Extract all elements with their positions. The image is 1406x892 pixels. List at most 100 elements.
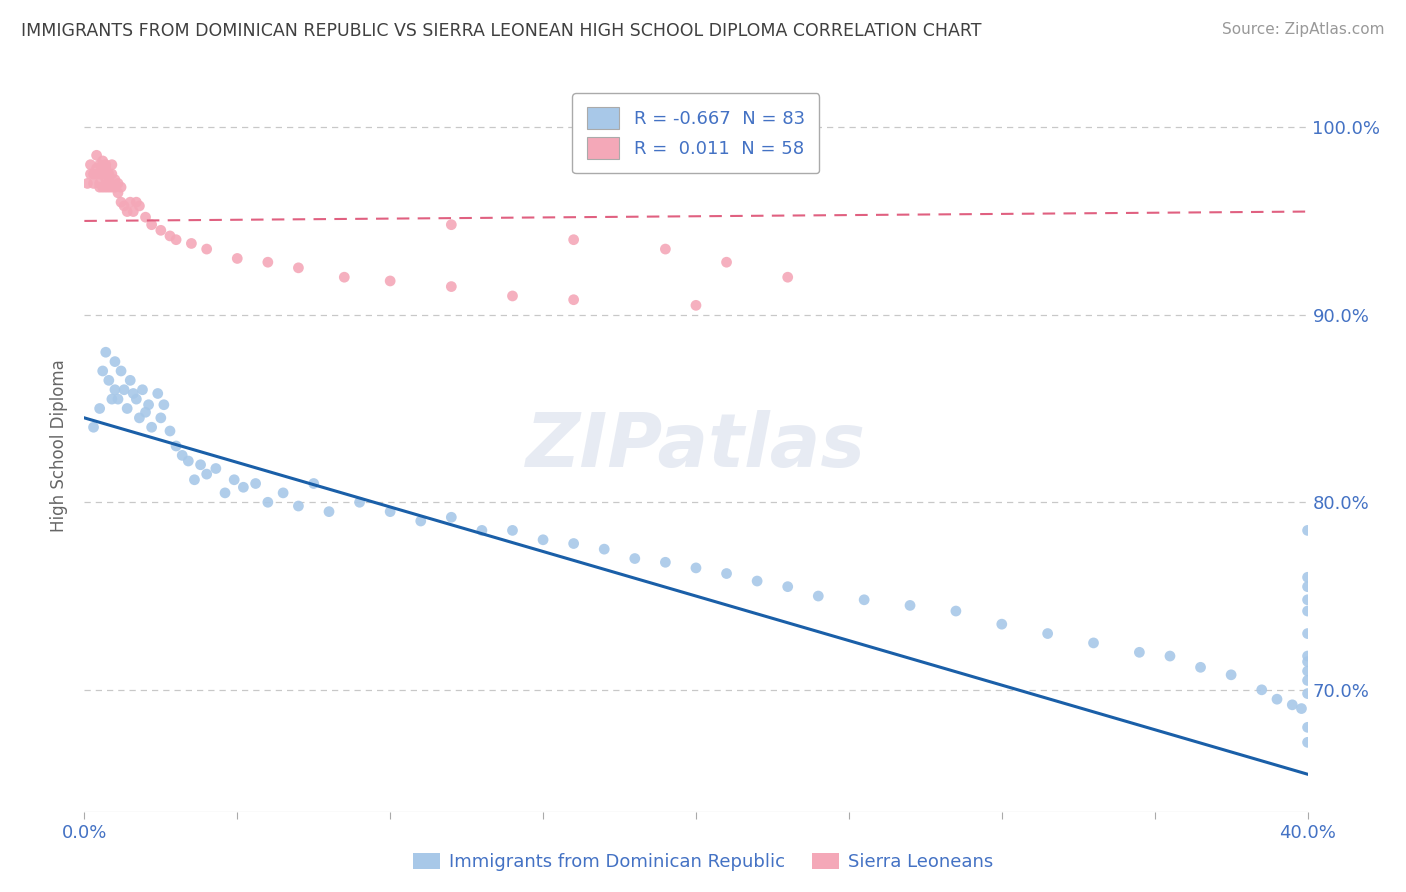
Point	[135, 405, 157, 419]
Point	[685, 561, 707, 575]
Point	[271, 486, 294, 500]
Point	[122, 204, 145, 219]
Point	[853, 592, 876, 607]
Point	[1036, 626, 1059, 640]
Point	[1159, 648, 1181, 663]
Point	[1296, 570, 1319, 584]
Point	[104, 172, 127, 186]
Point	[94, 345, 117, 359]
Point	[1250, 682, 1272, 697]
Point	[287, 499, 309, 513]
Text: ZIPatlas: ZIPatlas	[526, 409, 866, 483]
Point	[94, 158, 117, 172]
Point	[1296, 664, 1319, 678]
Point	[1291, 701, 1313, 715]
Point	[97, 373, 120, 387]
Point	[97, 167, 120, 181]
Point	[440, 279, 463, 293]
Point	[89, 177, 111, 191]
Point	[101, 158, 124, 172]
Point	[107, 177, 129, 191]
Point	[172, 449, 194, 463]
Point	[502, 289, 524, 303]
Point	[1296, 580, 1319, 594]
Point	[257, 255, 280, 269]
Point	[131, 383, 153, 397]
Point	[776, 580, 799, 594]
Point	[180, 236, 202, 251]
Point	[1296, 673, 1319, 688]
Point	[112, 199, 135, 213]
Point	[128, 199, 150, 213]
Point	[159, 424, 181, 438]
Point	[83, 167, 105, 181]
Point	[807, 589, 830, 603]
Point	[471, 524, 494, 538]
Point	[89, 158, 111, 172]
Point	[224, 473, 246, 487]
Point	[1128, 645, 1150, 659]
Point	[165, 439, 187, 453]
Point	[562, 293, 585, 307]
Point	[94, 161, 117, 176]
Point	[380, 274, 402, 288]
Point	[79, 158, 101, 172]
Point	[120, 373, 142, 387]
Point	[101, 167, 124, 181]
Point	[1265, 692, 1288, 706]
Point	[125, 392, 148, 406]
Point	[110, 195, 132, 210]
Point	[112, 383, 135, 397]
Point	[104, 383, 127, 397]
Point	[776, 270, 799, 285]
Point	[94, 180, 117, 194]
Point	[1220, 668, 1243, 682]
Point	[245, 476, 267, 491]
Point	[1296, 735, 1319, 749]
Point	[287, 260, 309, 275]
Point	[1296, 687, 1319, 701]
Point	[183, 473, 205, 487]
Point	[110, 364, 132, 378]
Text: Source: ZipAtlas.com: Source: ZipAtlas.com	[1222, 22, 1385, 37]
Point	[125, 195, 148, 210]
Point	[409, 514, 432, 528]
Point	[101, 392, 124, 406]
Point	[115, 204, 138, 219]
Point	[120, 195, 142, 210]
Point	[747, 574, 769, 588]
Point	[122, 386, 145, 401]
Point	[593, 542, 616, 557]
Point	[104, 180, 127, 194]
Point	[101, 180, 124, 194]
Point	[318, 505, 340, 519]
Point	[79, 167, 101, 181]
Point	[138, 398, 160, 412]
Point	[104, 354, 127, 368]
Point	[195, 467, 218, 482]
Y-axis label: High School Diploma: High School Diploma	[51, 359, 69, 533]
Point	[531, 533, 554, 547]
Point	[177, 454, 200, 468]
Point	[91, 180, 114, 194]
Point	[146, 386, 169, 401]
Point	[685, 298, 707, 312]
Point	[205, 461, 228, 475]
Point	[1083, 636, 1105, 650]
Point	[991, 617, 1014, 632]
Text: IMMIGRANTS FROM DOMINICAN REPUBLIC VS SIERRA LEONEAN HIGH SCHOOL DIPLOMA CORRELA: IMMIGRANTS FROM DOMINICAN REPUBLIC VS SI…	[21, 22, 981, 40]
Point	[898, 599, 921, 613]
Point	[440, 218, 463, 232]
Legend: R = -0.667  N = 83, R =  0.011  N = 58: R = -0.667 N = 83, R = 0.011 N = 58	[572, 93, 820, 173]
Point	[149, 410, 172, 425]
Point	[115, 401, 138, 416]
Point	[91, 153, 114, 168]
Point	[91, 167, 114, 181]
Point	[562, 536, 585, 550]
Point	[165, 233, 187, 247]
Point	[1296, 720, 1319, 734]
Point	[190, 458, 212, 472]
Legend: Immigrants from Dominican Republic, Sierra Leoneans: Immigrants from Dominican Republic, Sier…	[405, 846, 1001, 879]
Point	[110, 180, 132, 194]
Point	[86, 167, 108, 181]
